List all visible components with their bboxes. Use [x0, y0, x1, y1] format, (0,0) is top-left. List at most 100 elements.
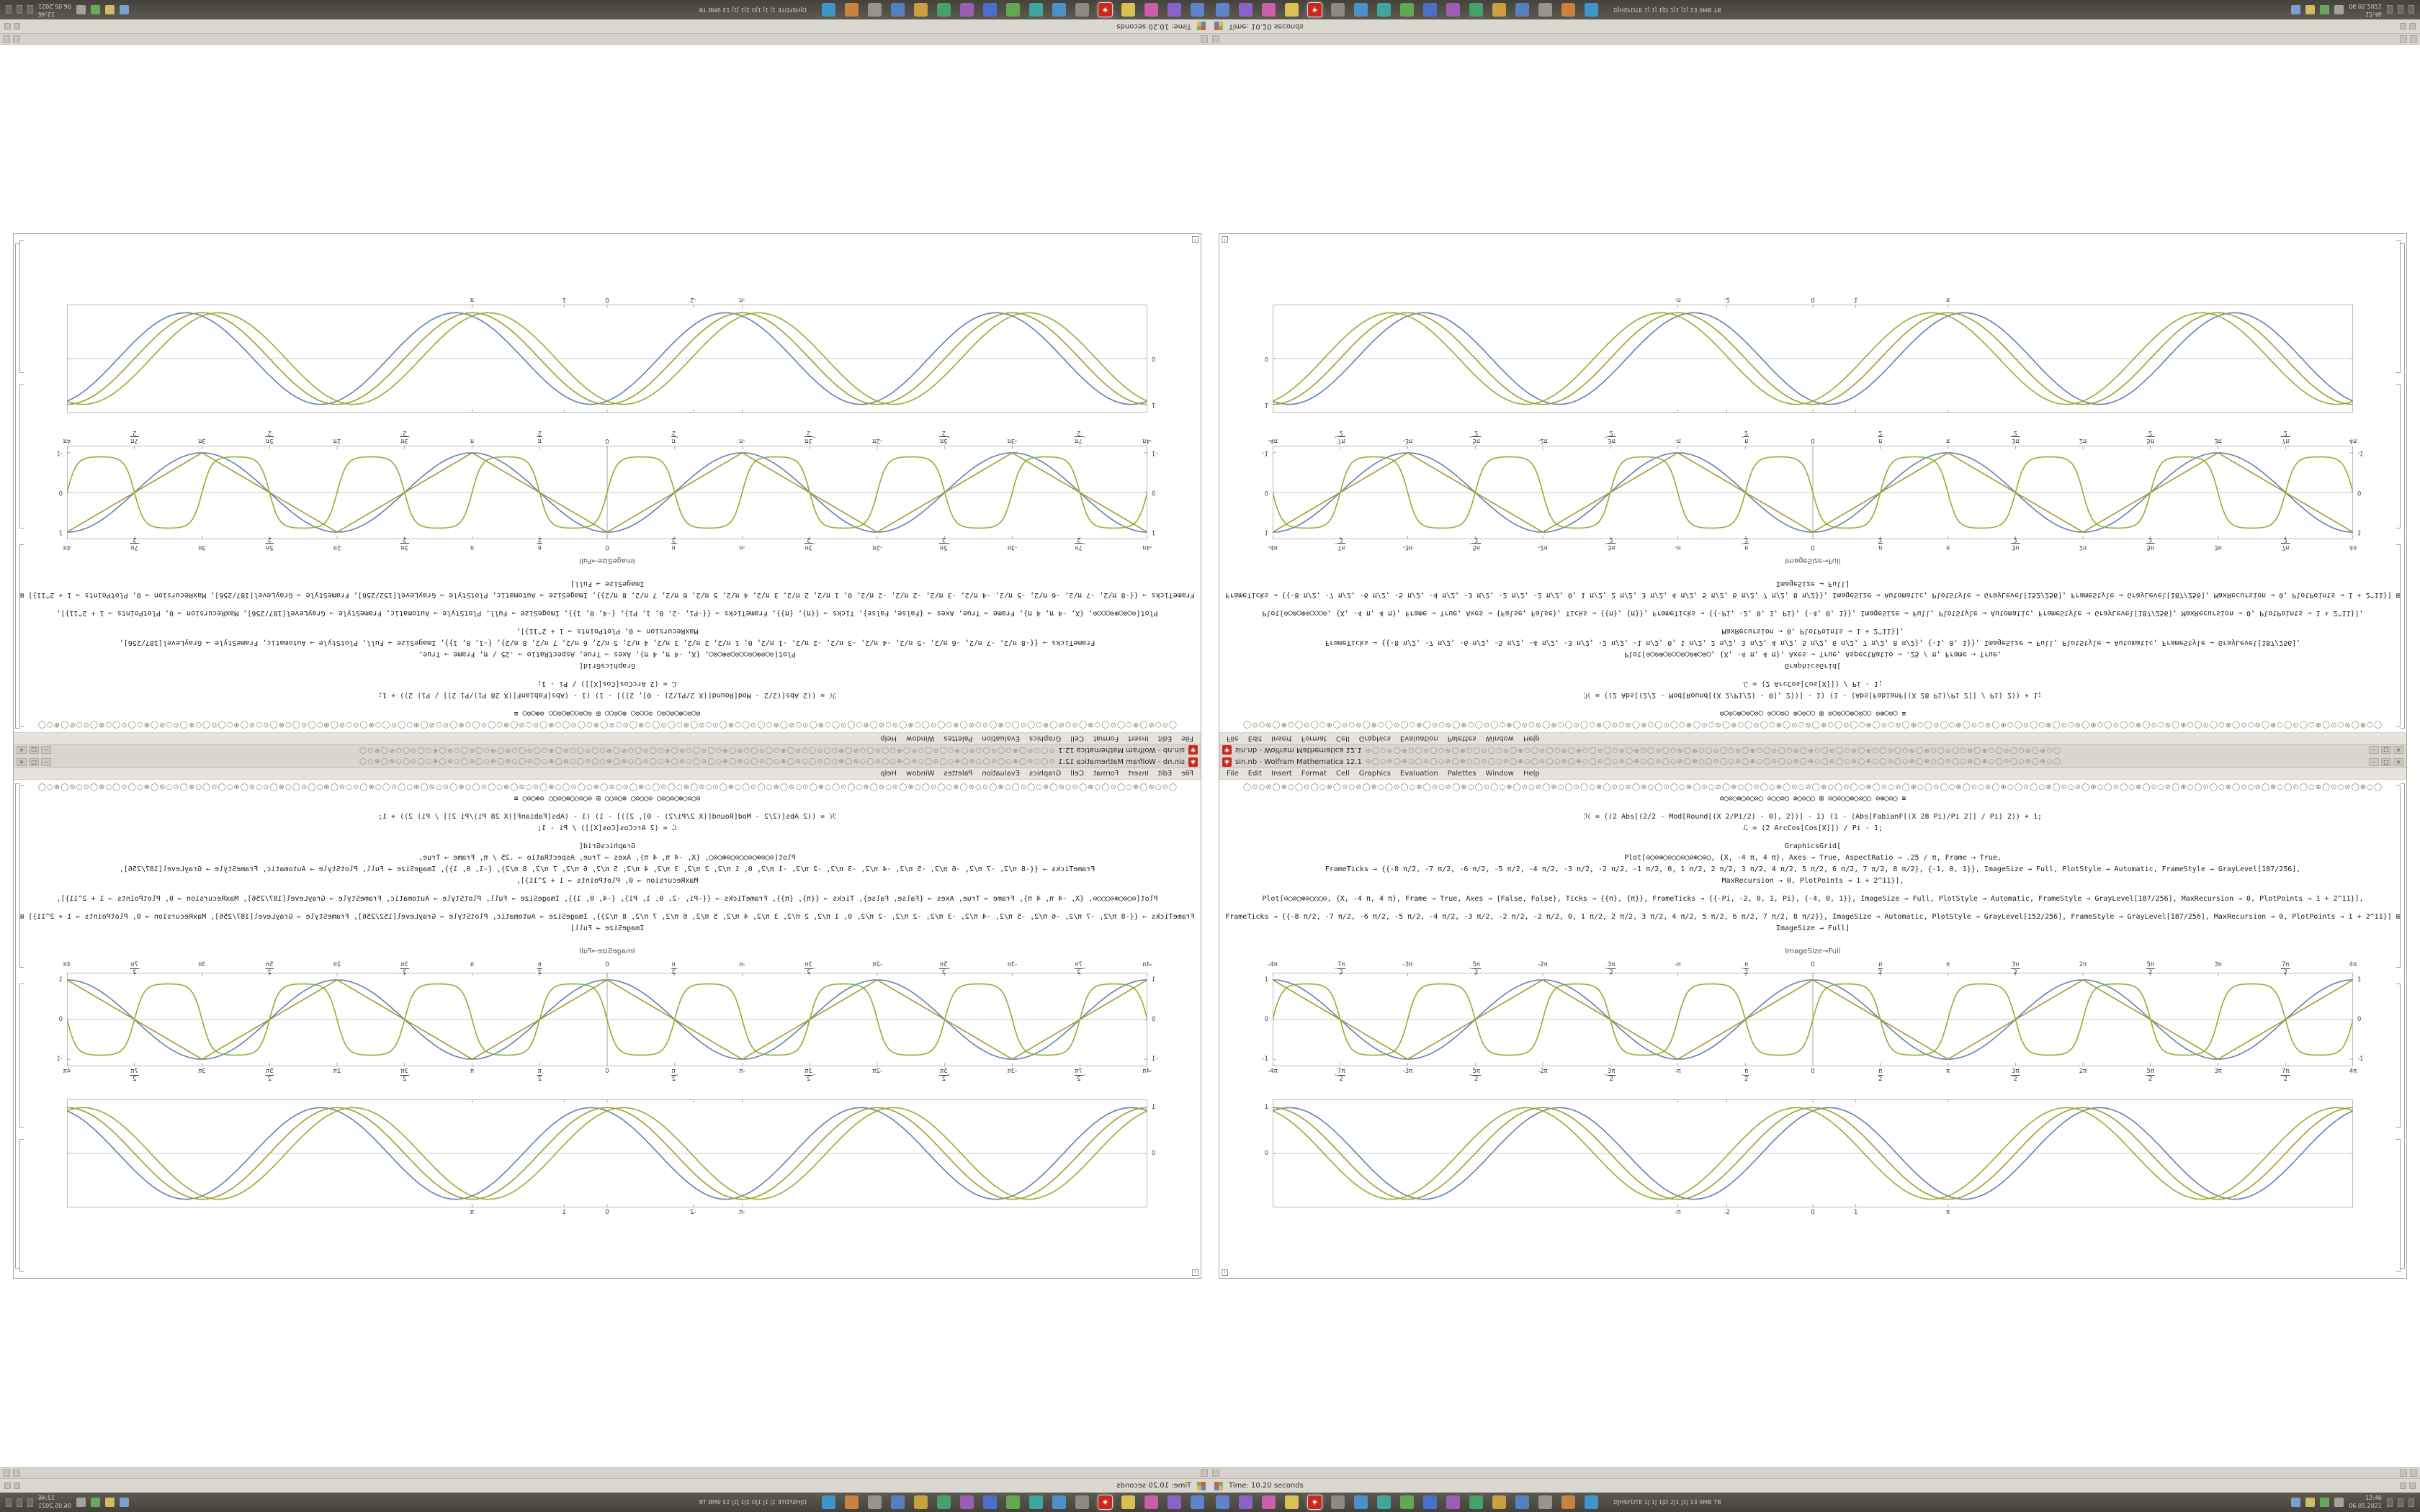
cell-bracket-plot-2[interactable] [19, 1139, 24, 1272]
taskbar-app-app-6[interactable] [1075, 3, 1089, 17]
taskbar-app-wolfram-mathematica[interactable] [1307, 1495, 1322, 1510]
status-square-button[interactable] [2409, 23, 2416, 30]
taskbar-app-app-7[interactable] [1052, 3, 1066, 17]
taskbar-tray-2-icon[interactable] [104, 1498, 115, 1507]
taskbar-corner-button[interactable] [6, 1498, 12, 1507]
taskbar-tray-2-icon[interactable] [2305, 5, 2316, 14]
taskbar-app-app-8[interactable] [1377, 1495, 1391, 1509]
status-square-button[interactable] [4, 1482, 11, 1489]
colored-squares-icon[interactable] [1214, 1481, 1223, 1490]
taskbar-app-app-3[interactable] [1144, 1495, 1158, 1509]
taskbar-tray-4-icon[interactable] [2334, 1498, 2344, 1507]
code-line-2[interactable] [1219, 701, 2406, 707]
toolbar-square-button[interactable] [1212, 35, 1219, 42]
code-line-11[interactable]: Plot[⊙◯⊘◯⊕⊙◯○◯⊙, {X, -4 π, 4 π}, Frame →… [1262, 609, 2364, 617]
minimize-button[interactable]: – [41, 746, 51, 755]
code-line-6[interactable]: GraphicsGrid[ [1784, 662, 1842, 670]
taskbar-app-app-10[interactable] [1423, 1495, 1437, 1509]
taskbar-app-app-16[interactable] [1561, 1495, 1575, 1509]
taskbar-app-app-15[interactable] [1538, 3, 1552, 17]
menu-item-format[interactable]: Format [1301, 734, 1327, 742]
cell-bracket-plot-2[interactable] [19, 240, 24, 373]
taskbar-app-wolfram-mathematica[interactable] [1307, 2, 1322, 17]
taskbar-app-app-11[interactable] [1446, 3, 1460, 17]
code-line-12[interactable] [14, 905, 1201, 912]
taskbar-app-app-2[interactable] [1168, 3, 1181, 17]
taskbar-app-app-3[interactable] [1144, 3, 1158, 17]
code-line-6[interactable]: GraphicsGrid[ [578, 662, 636, 670]
menu-item-window[interactable]: Window [906, 734, 935, 742]
menu-item-help[interactable]: Help [880, 770, 897, 778]
minimize-button[interactable]: – [2369, 757, 2379, 766]
code-line-8[interactable]: FrameTicks → {{-8 π/2, -7 π/2, -6 π/2, -… [119, 639, 1095, 647]
code-line-7[interactable]: Plot[⊙◯⊘⊕◯⊙○◯⊙◯⊘⊕◯⊙◯, {X, -4 π, 4 π}, Ax… [1624, 854, 2002, 862]
taskbar-app-app-6[interactable] [1331, 3, 1345, 17]
code-line-8[interactable]: FrameTicks → {{-8 π/2, -7 π/2, -6 π/2, -… [1325, 639, 2301, 647]
cell-bracket-code[interactable] [19, 544, 24, 727]
menu-item-palettes[interactable]: Palettes [1447, 770, 1476, 778]
taskbar-app-app-17[interactable] [1585, 3, 1598, 17]
taskbar-app-app-4[interactable] [1285, 1495, 1299, 1509]
taskbar-app-app-1[interactable] [1191, 1495, 1204, 1509]
menu-item-insert[interactable]: Insert [1128, 734, 1149, 742]
taskbar-app-app-17[interactable] [822, 1495, 835, 1509]
output-glyph-row[interactable]: ◯⊙○⊘◯⊕○◯⊙◯○⊗◯⊙○⊘◯⊕○◯⊙◯○⊗◯⊙○⊘◯⊕○◯⊙◯○⊗◯⊙○⊘… [1242, 783, 2383, 791]
taskbar-tray-1-icon[interactable] [119, 5, 129, 14]
minimize-button[interactable]: – [41, 757, 51, 766]
menu-item-graphics[interactable]: Graphics [1029, 734, 1062, 742]
toolbar-square-button[interactable] [3, 1470, 10, 1477]
menu-item-palettes[interactable]: Palettes [944, 734, 973, 742]
taskbar-app-app-16[interactable] [845, 3, 859, 17]
taskbar-app-app-6[interactable] [1075, 1495, 1089, 1509]
taskbar-app-app-11[interactable] [1446, 1495, 1460, 1509]
taskbar-tray-1-icon[interactable] [2291, 1498, 2301, 1507]
taskbar-app-app-2[interactable] [1239, 1495, 1252, 1509]
window-titlebar[interactable]: sin.nb - Wolfram Mathematica 12.1 ⊙◯○⊘◯⊕… [1219, 744, 2406, 756]
taskbar-app-app-16[interactable] [1561, 3, 1575, 17]
code-line-2[interactable] [14, 805, 1201, 811]
window-corner-handle[interactable]: + [1222, 1269, 1228, 1276]
taskbar-app-app-4[interactable] [1121, 1495, 1135, 1509]
menu-item-format[interactable]: Format [1301, 770, 1327, 778]
toolbar-square-button[interactable] [2410, 35, 2417, 42]
taskbar-tray-3-icon[interactable] [90, 1498, 100, 1507]
taskbar-app-app-9[interactable] [1400, 3, 1414, 17]
taskbar-app-app-14[interactable] [891, 1495, 905, 1509]
close-button[interactable]: × [17, 757, 27, 766]
taskbar-app-app-1[interactable] [1216, 1495, 1229, 1509]
window-titlebar[interactable]: sin.nb - Wolfram Mathematica 12.1 ⊙◯○⊘◯⊕… [14, 744, 1201, 756]
code-line-4[interactable]: ℒ = (2 ArcCos[Cos[X]]) / Pi - 1; [537, 680, 677, 688]
menu-item-cell[interactable]: Cell [1070, 734, 1084, 742]
taskbar-app-app-15[interactable] [868, 1495, 882, 1509]
taskbar-tray-3-icon[interactable] [2320, 5, 2330, 14]
taskbar-app-app-15[interactable] [868, 3, 882, 17]
code-line-1[interactable]: ⊘◯⊙○⊕◯⊘◯⊙◯ ⊙◯○⊘◯ ⊕◯⊙○◯ ⊞ ⊙◯⊘○◯⊕◯⊙◯○ ⊘⊕◯⊙… [514, 795, 701, 803]
code-line-11[interactable]: Plot[⊙◯⊘◯⊕⊙◯○◯⊙, {X, -4 π, 4 π}, Frame →… [1262, 895, 2364, 903]
code-line-5[interactable] [14, 834, 1201, 841]
toolbar-square-button[interactable] [2400, 1470, 2407, 1477]
taskbar-tray-3-icon[interactable] [90, 5, 100, 14]
code-line-9[interactable]: MaxRecursion → 0, PlotPoints → 1 + 2^11}… [516, 877, 699, 885]
taskbar-tray-3-icon[interactable] [2320, 1498, 2330, 1507]
taskbar-corner-button[interactable] [27, 1498, 33, 1507]
taskbar-app-app-11[interactable] [960, 3, 974, 17]
taskbar-tray-1-icon[interactable] [2291, 5, 2301, 14]
code-line-2[interactable] [14, 701, 1201, 707]
menu-item-file[interactable]: File [1181, 770, 1193, 778]
menu-item-graphics[interactable]: Graphics [1358, 734, 1391, 742]
taskbar-corner-button[interactable] [2408, 1498, 2414, 1507]
taskbar-app-app-7[interactable] [1052, 1495, 1066, 1509]
code-line-4[interactable]: ℒ = (2 ArcCos[Cos[X]]) / Pi - 1; [537, 824, 677, 832]
menu-item-help[interactable]: Help [1523, 770, 1540, 778]
code-line-11[interactable]: Plot[⊙◯⊘◯⊕⊙◯○◯⊙, {X, -4 π, 4 π}, Frame →… [56, 609, 1158, 617]
taskbar-app-wolfram-mathematica[interactable] [1098, 2, 1113, 17]
menu-item-graphics[interactable]: Graphics [1358, 770, 1391, 778]
code-line-3[interactable]: ℋ = ((2 Abs[(2/2 - Mod[Round[(X 2/Pi/2) … [1583, 813, 2042, 821]
close-button[interactable]: × [2393, 757, 2403, 766]
cell-bracket-plot-2[interactable] [2396, 240, 2401, 373]
menu-item-evaluation[interactable]: Evaluation [1399, 734, 1438, 742]
taskbar-app-app-2[interactable] [1239, 3, 1252, 17]
taskbar-app-app-3[interactable] [1262, 1495, 1276, 1509]
menu-item-graphics[interactable]: Graphics [1029, 770, 1062, 778]
window-corner-handle[interactable]: + [1222, 236, 1228, 243]
